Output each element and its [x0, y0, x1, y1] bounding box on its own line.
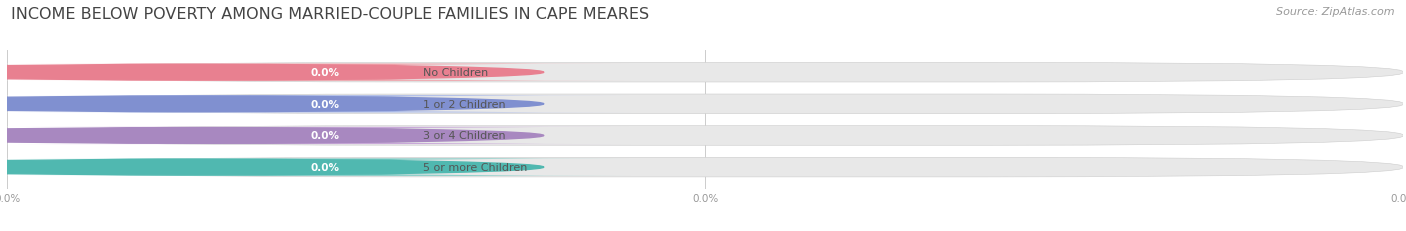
FancyBboxPatch shape [7, 126, 1403, 146]
FancyBboxPatch shape [7, 158, 1403, 177]
FancyBboxPatch shape [7, 95, 1403, 114]
FancyBboxPatch shape [18, 127, 631, 144]
FancyBboxPatch shape [18, 159, 631, 176]
Circle shape [0, 128, 544, 144]
FancyBboxPatch shape [7, 63, 1403, 83]
Circle shape [0, 160, 544, 175]
Text: 3 or 4 Children: 3 or 4 Children [423, 131, 505, 141]
FancyBboxPatch shape [0, 127, 375, 144]
Text: INCOME BELOW POVERTY AMONG MARRIED-COUPLE FAMILIES IN CAPE MEARES: INCOME BELOW POVERTY AMONG MARRIED-COUPL… [11, 7, 650, 22]
Text: 0.0%: 0.0% [311, 131, 339, 141]
Circle shape [0, 97, 544, 112]
Circle shape [0, 65, 544, 81]
FancyBboxPatch shape [0, 64, 375, 82]
Text: 0.0%: 0.0% [311, 68, 339, 78]
Text: No Children: No Children [423, 68, 488, 78]
FancyBboxPatch shape [18, 96, 631, 113]
Text: 0.0%: 0.0% [311, 99, 339, 109]
Text: 0.0%: 0.0% [311, 162, 339, 172]
FancyBboxPatch shape [18, 64, 631, 82]
FancyBboxPatch shape [0, 96, 375, 113]
FancyBboxPatch shape [0, 159, 375, 176]
Text: Source: ZipAtlas.com: Source: ZipAtlas.com [1277, 7, 1395, 17]
Text: 5 or more Children: 5 or more Children [423, 162, 527, 172]
Text: 1 or 2 Children: 1 or 2 Children [423, 99, 505, 109]
